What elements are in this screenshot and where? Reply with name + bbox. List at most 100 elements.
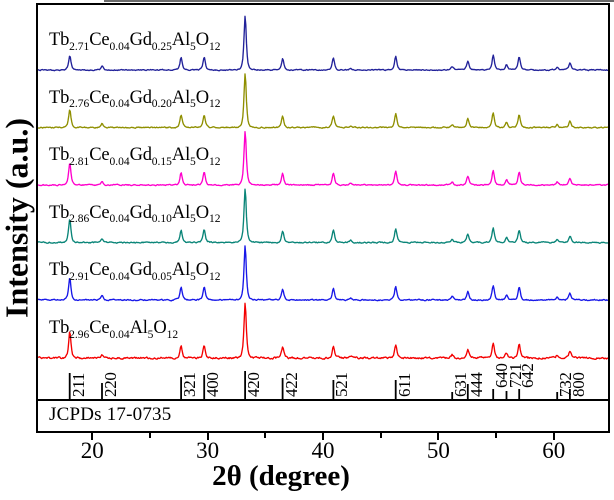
formula-subscript: 0.04 xyxy=(109,98,130,110)
series-label-0: Tb2.71Ce0.04Gd0.25Al5O12 xyxy=(49,29,220,53)
hkl-label-611: 611 xyxy=(394,373,414,397)
formula-element: Tb xyxy=(49,30,70,50)
jcpds-card-label: JCPDs 17-0735 xyxy=(49,404,172,425)
formula-subscript: 0.15 xyxy=(151,155,172,168)
xrd-trace-0 xyxy=(38,15,608,72)
x-tick-label-20: 20 xyxy=(80,438,104,463)
x-tick-label-30: 30 xyxy=(196,438,220,463)
formula-element: Al xyxy=(171,145,191,165)
xrd-trace-5 xyxy=(38,302,608,360)
formula-element: Ce xyxy=(89,260,110,280)
series-label-4: Tb2.91Ce0.04Gd0.05Al5O12 xyxy=(49,259,220,283)
formula-subscript: 2.91 xyxy=(69,270,90,283)
formula-element: Tb xyxy=(49,318,70,338)
formula-subscript: 2.71 xyxy=(69,40,90,53)
formula-element: Al xyxy=(129,318,148,338)
x-major-tick-60 xyxy=(552,433,555,440)
formula-element: Ce xyxy=(89,30,110,50)
hkl-label-420: 420 xyxy=(244,372,264,397)
formula-element: Tb xyxy=(49,260,70,280)
formula-subscript: 2.76 xyxy=(69,98,90,110)
xrd-trace-4 xyxy=(38,245,608,302)
formula-subscript: 0.04 xyxy=(109,155,130,168)
xrd-plot-area xyxy=(38,15,608,399)
formula-subscript: 2.96 xyxy=(69,328,90,341)
hkl-label-642: 642 xyxy=(518,363,538,388)
reference-strip-divider xyxy=(38,399,608,401)
x-major-tick-20 xyxy=(91,433,94,440)
formula-element: O xyxy=(195,30,209,50)
formula-subscript: 12 xyxy=(166,328,179,341)
formula-subscript: 0.10 xyxy=(151,213,172,225)
formula-subscript: 12 xyxy=(208,270,221,283)
x-tick-label-50: 50 xyxy=(426,438,450,463)
formula-element: Gd xyxy=(129,145,152,165)
formula-subscript: 5 xyxy=(190,155,196,168)
formula-subscript: 0.20 xyxy=(151,98,172,110)
formula-element: Tb xyxy=(49,87,70,108)
formula-element: Al xyxy=(171,30,191,50)
formula-element: Tb xyxy=(49,202,70,223)
formula-element: Al xyxy=(171,202,191,223)
formula-element: Gd xyxy=(129,30,152,50)
formula-subscript: 5 xyxy=(190,98,196,110)
formula-element: Ce xyxy=(89,145,110,165)
formula-subscript: 12 xyxy=(208,98,221,110)
hkl-label-211: 211 xyxy=(68,373,88,397)
formula-subscript: 0.04 xyxy=(109,270,130,283)
plot-frame xyxy=(36,3,610,433)
formula-element: Tb xyxy=(49,145,70,165)
x-minor-tick-45 xyxy=(379,433,382,438)
x-minor-tick-35 xyxy=(264,433,267,438)
formula-element: Ce xyxy=(89,318,110,338)
x-tick-label-60: 60 xyxy=(542,438,566,463)
formula-element: Al xyxy=(171,87,191,108)
formula-subscript: 0.05 xyxy=(151,270,172,283)
formula-subscript: 12 xyxy=(208,155,221,168)
y-axis-title: Intensity (a.u.) xyxy=(0,117,35,319)
formula-element: Gd xyxy=(129,260,152,280)
xrd-trace-2 xyxy=(38,130,608,187)
hkl-label-400: 400 xyxy=(203,372,223,397)
formula-subscript: 12 xyxy=(208,213,221,225)
x-major-tick-50 xyxy=(437,433,440,440)
formula-element: O xyxy=(195,145,209,165)
formula-subscript: 5 xyxy=(190,40,196,53)
xrd-trace-1 xyxy=(38,73,608,129)
formula-element: Al xyxy=(171,260,191,280)
series-label-2: Tb2.81Ce0.04Gd0.15Al5O12 xyxy=(49,144,220,168)
formula-subscript: 0.04 xyxy=(109,328,130,341)
hkl-label-444: 444 xyxy=(466,372,486,397)
formula-subscript: 5 xyxy=(190,213,196,225)
series-label-3: Tb2.86Ce0.04Gd0.10Al5O12 xyxy=(49,202,220,226)
series-label-1: Tb2.76Ce0.04Gd0.20Al5O12 xyxy=(49,87,220,111)
formula-subscript: 0.04 xyxy=(109,40,130,53)
formula-element: O xyxy=(153,318,167,338)
formula-subscript: 5 xyxy=(147,328,154,341)
formula-subscript: 0.25 xyxy=(151,40,172,53)
formula-element: Ce xyxy=(89,202,110,223)
formula-subscript: 2.86 xyxy=(69,213,90,225)
formula-subscript: 5 xyxy=(190,270,196,283)
hkl-label-422: 422 xyxy=(281,372,301,397)
hkl-label-800: 800 xyxy=(568,372,588,397)
hkl-label-220: 220 xyxy=(101,372,120,397)
formula-element: Gd xyxy=(129,202,152,223)
formula-element: Ce xyxy=(89,87,110,108)
formula-subscript: 2.81 xyxy=(69,155,90,168)
formula-element: Gd xyxy=(129,87,152,108)
x-minor-tick-55 xyxy=(495,433,498,438)
xrd-trace-3 xyxy=(38,188,608,244)
hkl-label-321: 321 xyxy=(180,372,200,397)
formula-element: O xyxy=(195,87,209,108)
series-label-5: Tb2.96Ce0.04Al5O12 xyxy=(49,317,178,341)
x-tick-label-40: 40 xyxy=(311,438,335,463)
x-major-tick-30 xyxy=(206,433,209,440)
hkl-label-521: 521 xyxy=(332,372,352,397)
x-major-tick-40 xyxy=(322,433,324,440)
formula-subscript: 0.04 xyxy=(109,213,130,225)
page-crop-line xyxy=(104,0,614,2)
formula-element: O xyxy=(195,260,209,280)
x-axis-title: 2θ (degree) xyxy=(212,460,350,492)
